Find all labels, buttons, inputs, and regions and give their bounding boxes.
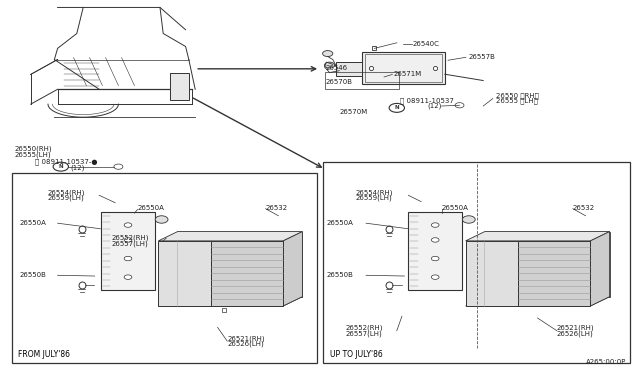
Text: (12): (12) bbox=[427, 103, 441, 109]
Bar bbox=[177, 231, 302, 297]
Text: 26546: 26546 bbox=[325, 65, 348, 71]
Circle shape bbox=[124, 275, 132, 279]
Text: 26559(LH): 26559(LH) bbox=[355, 195, 392, 201]
Text: 26521(RH): 26521(RH) bbox=[227, 335, 265, 342]
Polygon shape bbox=[211, 241, 283, 306]
Text: FROM JULY'86: FROM JULY'86 bbox=[18, 350, 70, 359]
Bar bbox=[362, 52, 445, 84]
Text: 26550(RH): 26550(RH) bbox=[14, 145, 52, 152]
Circle shape bbox=[323, 51, 333, 57]
Text: ⓝ 08911-10537-●: ⓝ 08911-10537-● bbox=[35, 158, 98, 165]
Text: 26552(RH): 26552(RH) bbox=[346, 325, 383, 331]
Text: 26526(LH): 26526(LH) bbox=[557, 330, 593, 337]
Text: N: N bbox=[58, 164, 63, 169]
Circle shape bbox=[124, 238, 132, 242]
Bar bbox=[325, 72, 399, 89]
Circle shape bbox=[155, 216, 168, 223]
Circle shape bbox=[455, 103, 464, 108]
Text: 26550B: 26550B bbox=[19, 272, 46, 278]
Text: 26557(LH): 26557(LH) bbox=[112, 240, 148, 247]
Polygon shape bbox=[158, 241, 211, 306]
Text: 26555 〈LH〉: 26555 〈LH〉 bbox=[496, 98, 538, 105]
Text: 26559(LH): 26559(LH) bbox=[48, 195, 84, 201]
Circle shape bbox=[53, 162, 68, 171]
Bar bbox=[485, 231, 609, 297]
Text: 26550B: 26550B bbox=[326, 272, 353, 278]
Text: 26550 〈RH〉: 26550 〈RH〉 bbox=[496, 92, 539, 99]
Text: 26554(RH): 26554(RH) bbox=[355, 189, 393, 196]
Text: (12): (12) bbox=[70, 164, 84, 171]
Bar bbox=[323, 162, 630, 363]
Bar bbox=[336, 62, 362, 76]
Bar bbox=[12, 173, 317, 363]
Text: 26554(RH): 26554(RH) bbox=[48, 189, 86, 196]
Text: ⓝ 08911-10537: ⓝ 08911-10537 bbox=[400, 97, 454, 104]
Text: 26521(RH): 26521(RH) bbox=[557, 325, 595, 331]
Text: 26526(LH): 26526(LH) bbox=[227, 340, 264, 347]
Text: 26550A: 26550A bbox=[19, 220, 46, 226]
Text: UP TO JULY'86: UP TO JULY'86 bbox=[330, 350, 382, 359]
Text: A265:00:0P: A265:00:0P bbox=[586, 359, 626, 365]
Text: 26532: 26532 bbox=[266, 205, 288, 211]
Bar bbox=[408, 212, 463, 290]
Circle shape bbox=[431, 275, 439, 279]
Polygon shape bbox=[158, 297, 303, 306]
Text: 26540C: 26540C bbox=[413, 41, 440, 47]
Text: 26557(LH): 26557(LH) bbox=[346, 330, 382, 337]
Text: 26550A: 26550A bbox=[442, 205, 468, 211]
Circle shape bbox=[124, 256, 132, 261]
Circle shape bbox=[431, 256, 439, 261]
Circle shape bbox=[431, 223, 439, 227]
Bar bbox=[101, 212, 155, 290]
Text: 26552(RH): 26552(RH) bbox=[112, 235, 150, 241]
Polygon shape bbox=[158, 231, 303, 241]
Circle shape bbox=[463, 216, 475, 223]
Text: 26570B: 26570B bbox=[325, 79, 352, 85]
Circle shape bbox=[324, 62, 335, 68]
Polygon shape bbox=[466, 297, 610, 306]
Text: 26571M: 26571M bbox=[394, 71, 422, 77]
Circle shape bbox=[114, 164, 123, 169]
Polygon shape bbox=[466, 241, 518, 306]
Text: 26550A: 26550A bbox=[138, 205, 164, 211]
Text: 26550A: 26550A bbox=[326, 220, 353, 226]
Text: 26557B: 26557B bbox=[468, 54, 495, 60]
Polygon shape bbox=[466, 231, 610, 241]
Polygon shape bbox=[518, 241, 590, 306]
Polygon shape bbox=[590, 231, 610, 306]
Bar bbox=[170, 73, 189, 100]
Text: 26570M: 26570M bbox=[339, 109, 367, 115]
Circle shape bbox=[124, 223, 132, 227]
Text: 26555(LH): 26555(LH) bbox=[14, 151, 51, 158]
Circle shape bbox=[431, 238, 439, 242]
Text: 26532: 26532 bbox=[573, 205, 595, 211]
Circle shape bbox=[389, 103, 404, 112]
Polygon shape bbox=[283, 231, 303, 306]
Text: N: N bbox=[394, 105, 399, 110]
Bar bbox=[365, 54, 442, 82]
